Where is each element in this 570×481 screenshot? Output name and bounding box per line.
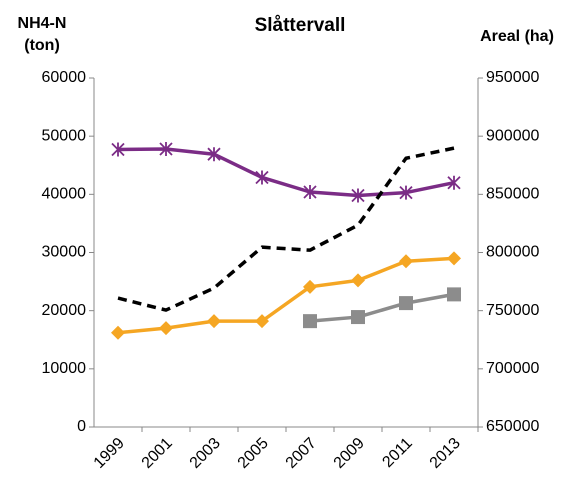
point: [351, 188, 365, 203]
y-tick-label: 0: [77, 418, 86, 435]
y-axis-label: NH4-N: [18, 15, 67, 32]
y2-tick-label: 950000: [486, 69, 539, 86]
point: [111, 142, 125, 157]
point: [351, 273, 365, 288]
point: [207, 314, 221, 329]
series-line: [117, 256, 455, 335]
y2-tick-label: 800000: [486, 244, 539, 261]
y-tick-label: 10000: [42, 360, 87, 377]
point: [447, 175, 461, 190]
y-tick-label: 60000: [42, 69, 87, 86]
y-tick-label: 20000: [42, 302, 87, 319]
x-tick-label: 2013: [427, 435, 464, 472]
x-tick-label: 1999: [91, 435, 128, 472]
point: [351, 310, 365, 325]
series-line: [117, 146, 455, 312]
point: [255, 170, 269, 185]
y-axis-label: (ton): [24, 37, 60, 54]
point: [255, 314, 269, 329]
y-tick-label: 40000: [42, 186, 87, 203]
point: [399, 296, 413, 311]
y2-axis-label: Areal (ha): [480, 28, 554, 45]
x-tick-label: 2007: [283, 435, 320, 472]
y2-tick-label: 850000: [486, 186, 539, 203]
point: [303, 314, 317, 329]
y-tick-label: 30000: [42, 244, 87, 261]
y-tick-label: 50000: [42, 127, 87, 144]
y2-tick-label: 900000: [486, 127, 539, 144]
point: [207, 147, 221, 162]
point: [159, 141, 173, 156]
point: [303, 185, 317, 200]
point: [447, 287, 461, 302]
x-tick-label: 2009: [331, 435, 368, 472]
point: [399, 254, 413, 269]
point: [447, 251, 461, 266]
x-tick-label: 2011: [379, 435, 415, 471]
x-tick-label: 2005: [235, 435, 272, 472]
series-line: [117, 147, 455, 198]
point: [399, 185, 413, 200]
point: [111, 325, 125, 340]
x-tick-label: 2001: [139, 435, 176, 472]
point: [303, 279, 317, 294]
x-tick-label: 2003: [187, 435, 224, 472]
y2-tick-label: 750000: [486, 302, 539, 319]
y2-tick-label: 650000: [486, 418, 539, 435]
series-line: [309, 292, 455, 323]
chart-title: Slåttervall: [255, 15, 346, 36]
y2-tick-label: 700000: [486, 360, 539, 377]
point: [159, 321, 173, 336]
